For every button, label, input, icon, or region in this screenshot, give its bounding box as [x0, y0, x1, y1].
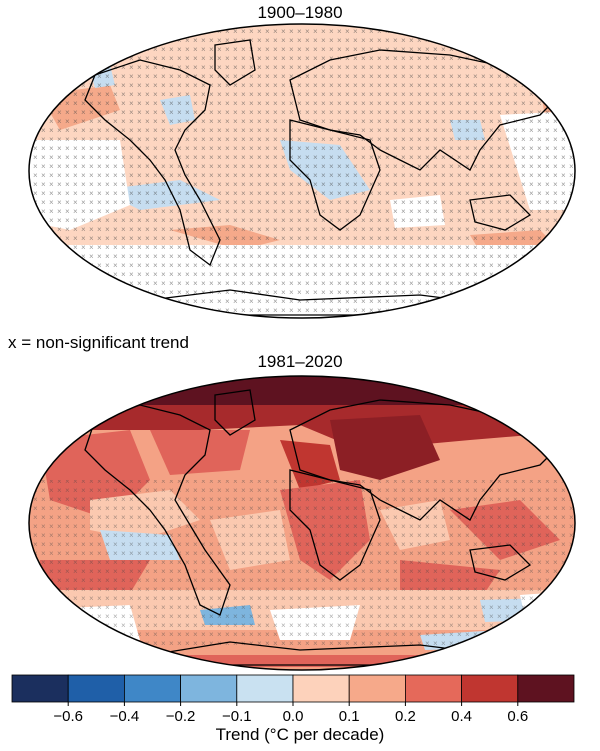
- colorbar-tick-label: −0.6: [53, 708, 83, 725]
- colorbar-tick-label: −0.1: [222, 708, 252, 725]
- colorbar-tick-label: 0.0: [283, 708, 304, 725]
- colorbar-swatch-0: [11, 674, 69, 703]
- colorbar-tick-label: −0.4: [110, 708, 140, 725]
- colorbar-tick-label: 0.4: [451, 708, 472, 725]
- colorbar-swatch-2: [124, 674, 182, 703]
- colorbar-tick-label: 0.2: [395, 708, 416, 725]
- map-1981-2020: [29, 376, 575, 670]
- colorbar-tick-label: 0.1: [339, 708, 360, 725]
- colorbar: −0.6 −0.4 −0.2 −0.1 0.0 0.1 0.2 0.4 0.6: [11, 674, 575, 725]
- colorbar-swatch-9: [517, 674, 575, 703]
- colorbar-swatch-7: [404, 674, 462, 703]
- colorbar-label: Trend (°C per decade): [215, 725, 385, 744]
- colorbar-swatch-6: [348, 674, 406, 703]
- map-1900-1980: [29, 24, 575, 318]
- significance-note: x = non-significant trend: [8, 333, 189, 352]
- map-frame-top: [28, 23, 576, 319]
- colorbar-tick-label: 0.6: [507, 708, 528, 725]
- colorbar-tick-label: −0.2: [166, 708, 196, 725]
- colorbar-swatch-5: [292, 674, 350, 703]
- colorbar-swatch-3: [180, 674, 238, 703]
- colorbar-swatch-1: [67, 674, 125, 703]
- colorbar-swatch-8: [461, 674, 519, 703]
- map-title-1900-1980: 1900–1980: [257, 3, 343, 22]
- map-frame-bottom: [28, 375, 576, 671]
- colorbar-swatch-4: [236, 674, 294, 703]
- map-title-1981-2020: 1981–2020: [257, 352, 343, 371]
